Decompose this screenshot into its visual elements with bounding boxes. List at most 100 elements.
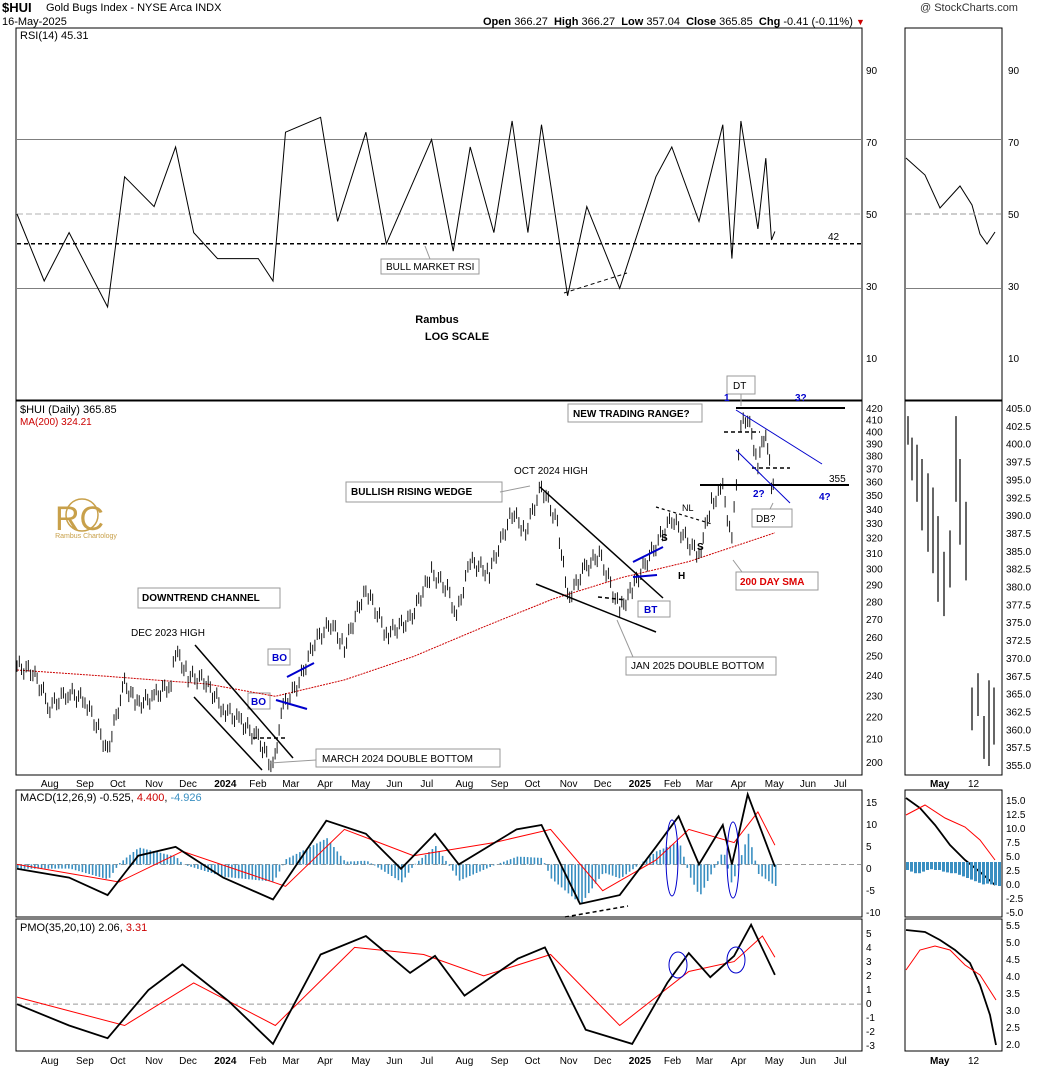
x-axis-label: Mar	[696, 779, 714, 790]
downtrend-channel-box	[137, 587, 281, 609]
macd-histogram-bar	[152, 851, 155, 865]
pmo-tick-right: 4.0	[1006, 972, 1020, 983]
shoulder-label-right: S	[697, 542, 704, 553]
downtrend-channel-upper	[194, 644, 294, 759]
macd-histogram-bar	[659, 849, 661, 865]
macd-tick-right: -5.0	[1006, 908, 1024, 919]
price-tick-right: 357.5	[1006, 743, 1031, 754]
macd-zoom-bar	[906, 862, 909, 870]
wave-1-label: 1	[724, 393, 730, 404]
macd-histogram-bar	[244, 864, 247, 879]
macd-histogram-bar	[394, 864, 396, 879]
macd-histogram-bar	[625, 864, 627, 875]
bo-label-1: BO	[272, 653, 287, 664]
macd-histogram-bar	[285, 859, 288, 865]
rsi-tick-right: 30	[1008, 282, 1020, 293]
macd-histogram-bar	[747, 833, 750, 865]
macd-histogram-bar	[125, 857, 128, 865]
macd-histogram-bar	[428, 852, 430, 865]
price-tick: 320	[866, 534, 883, 545]
macd-histogram-bar	[61, 864, 63, 869]
macd-histogram-bar	[108, 864, 111, 878]
jan-2025-db-label: JAN 2025 DOUBLE BOTTOM	[631, 661, 764, 672]
macd-histogram-bar	[628, 864, 631, 872]
macd-histogram-bar	[197, 864, 199, 869]
price-tick: 270	[866, 615, 883, 626]
macd-tick-right: 5.0	[1006, 852, 1020, 863]
macd-histogram-bar	[68, 864, 70, 869]
rsi-tick: 30	[866, 282, 878, 293]
pmo-tick-right: 2.0	[1006, 1040, 1020, 1051]
macd-histogram-bar	[713, 864, 716, 868]
pmo-signal-line	[16, 935, 776, 1027]
price-tick-right: 355.0	[1006, 761, 1031, 772]
macd-histogram-bar	[520, 856, 522, 865]
macd-histogram-bar	[390, 864, 393, 876]
x-axis-label: Sep	[76, 779, 94, 790]
macd-histogram-bar	[438, 851, 440, 865]
macd-zoom-bar	[962, 862, 965, 877]
x-axis-label: May	[765, 1056, 784, 1067]
macd-histogram-bar	[540, 857, 542, 865]
macd-histogram-bar	[513, 857, 515, 865]
rsi-tick: 90	[866, 66, 878, 77]
level-355-label: 355	[829, 474, 846, 485]
march-2024-db-box	[315, 748, 501, 768]
pmo-tick-right: 5.0	[1006, 938, 1020, 949]
macd-divergence-line	[564, 905, 629, 918]
macd-histogram-bar	[734, 864, 736, 877]
macd-histogram-bar	[418, 860, 420, 865]
macd-histogram-bar	[703, 864, 706, 888]
sma-200-box	[735, 571, 819, 591]
x-axis-label: Mar	[282, 779, 300, 790]
pmo-tick: 0	[866, 999, 872, 1010]
macd-zoom-bar	[994, 862, 997, 886]
x-axis-label: Aug	[41, 779, 59, 790]
x-axis-label: Apr	[731, 1056, 747, 1067]
macd-zoom-bar	[986, 862, 989, 884]
macd-histogram-bar	[377, 864, 379, 868]
macd-tick-right: 0.0	[1006, 880, 1020, 891]
macd-histogram-bar	[64, 864, 67, 869]
bullish-rising-wedge-label: BULLISH RISING WEDGE	[351, 487, 472, 498]
macd-histogram-bar	[672, 844, 675, 865]
macd-histogram-bar	[727, 864, 729, 869]
rsi-tick-right: 50	[1008, 210, 1020, 221]
price-tick: 240	[866, 671, 883, 682]
macd-histogram-bar	[288, 857, 291, 865]
macd-histogram-bar	[271, 864, 274, 882]
macd-zoom-bar	[910, 862, 913, 872]
x-axis-label: Dec	[179, 1056, 197, 1067]
macd-histogram-bar	[618, 864, 621, 879]
panel-frames	[15, 27, 1003, 1052]
macd-histogram-bar	[717, 861, 719, 865]
macd-histogram-bar	[598, 864, 600, 879]
macd-histogram-bar	[605, 864, 607, 874]
x-axis-label: Apr	[731, 779, 747, 790]
macd-histogram-bar	[336, 851, 339, 865]
macd-histogram-bar	[764, 864, 767, 879]
pmo-tick-right: 3.0	[1006, 1006, 1020, 1017]
macd-histogram-bar	[322, 839, 325, 865]
price-tick-right: 395.0	[1006, 475, 1031, 486]
macd-histogram-bar	[632, 864, 634, 870]
macd-histogram-bar	[526, 857, 529, 865]
rsi-tick: 70	[866, 138, 878, 149]
macd-histogram-bar	[683, 856, 685, 865]
shoulder-label-left: S	[661, 533, 668, 544]
rsi-ticks: 90 70 50 30 10 90 70 50 30 10	[866, 66, 1020, 365]
x-axis-label: Feb	[249, 1056, 267, 1067]
macd-histogram-bar	[119, 863, 121, 865]
rsi-line	[16, 116, 776, 309]
macd-histogram-bar	[74, 864, 77, 871]
macd-zoom-signal	[905, 804, 996, 861]
pmo-zoom-signal	[905, 945, 997, 1001]
macd-histogram-bar	[122, 860, 124, 865]
macd-histogram-bar	[309, 846, 311, 865]
price-tick-right: 360.0	[1006, 725, 1031, 736]
macd-histogram-bar	[159, 852, 162, 865]
macd-histogram-bar	[611, 864, 614, 876]
macd-tick-right: 10.0	[1006, 824, 1026, 835]
ma-legend: MA(200) 324.21	[20, 417, 92, 428]
x-axis-label: Jul	[834, 1056, 847, 1067]
